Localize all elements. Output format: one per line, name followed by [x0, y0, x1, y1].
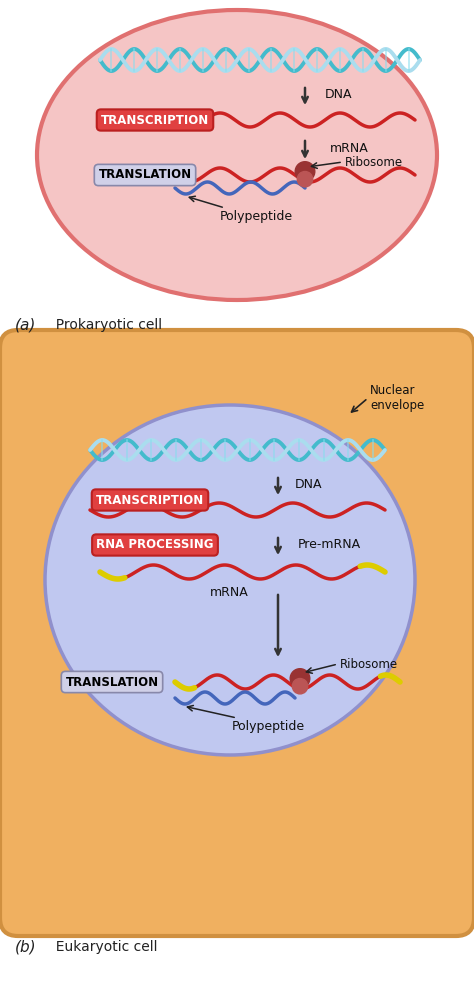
Text: TRANSCRIPTION: TRANSCRIPTION: [96, 494, 204, 507]
Circle shape: [290, 669, 310, 688]
Circle shape: [297, 171, 313, 187]
Circle shape: [292, 679, 308, 694]
Ellipse shape: [45, 405, 415, 755]
Text: Prokaryotic cell: Prokaryotic cell: [47, 318, 162, 332]
Text: DNA: DNA: [295, 478, 322, 491]
FancyBboxPatch shape: [0, 330, 474, 936]
Text: Polypeptide: Polypeptide: [220, 210, 293, 223]
Text: (a): (a): [15, 318, 36, 333]
Text: TRANSCRIPTION: TRANSCRIPTION: [101, 113, 209, 127]
Text: TRANSLATION: TRANSLATION: [65, 675, 159, 689]
Circle shape: [295, 161, 315, 181]
Text: mRNA: mRNA: [330, 142, 369, 154]
Text: Eukaryotic cell: Eukaryotic cell: [47, 940, 157, 954]
Ellipse shape: [37, 10, 437, 300]
Text: Ribosome: Ribosome: [340, 657, 398, 670]
Text: RNA PROCESSING: RNA PROCESSING: [96, 538, 214, 551]
Text: mRNA: mRNA: [210, 585, 249, 598]
Text: Pre-mRNA: Pre-mRNA: [298, 538, 361, 551]
Text: (b): (b): [15, 940, 36, 955]
Text: TRANSLATION: TRANSLATION: [99, 168, 191, 181]
Text: Ribosome: Ribosome: [345, 155, 403, 168]
Text: Nuclear
envelope: Nuclear envelope: [370, 384, 424, 412]
Text: DNA: DNA: [325, 88, 353, 100]
Text: Polypeptide: Polypeptide: [232, 720, 305, 733]
